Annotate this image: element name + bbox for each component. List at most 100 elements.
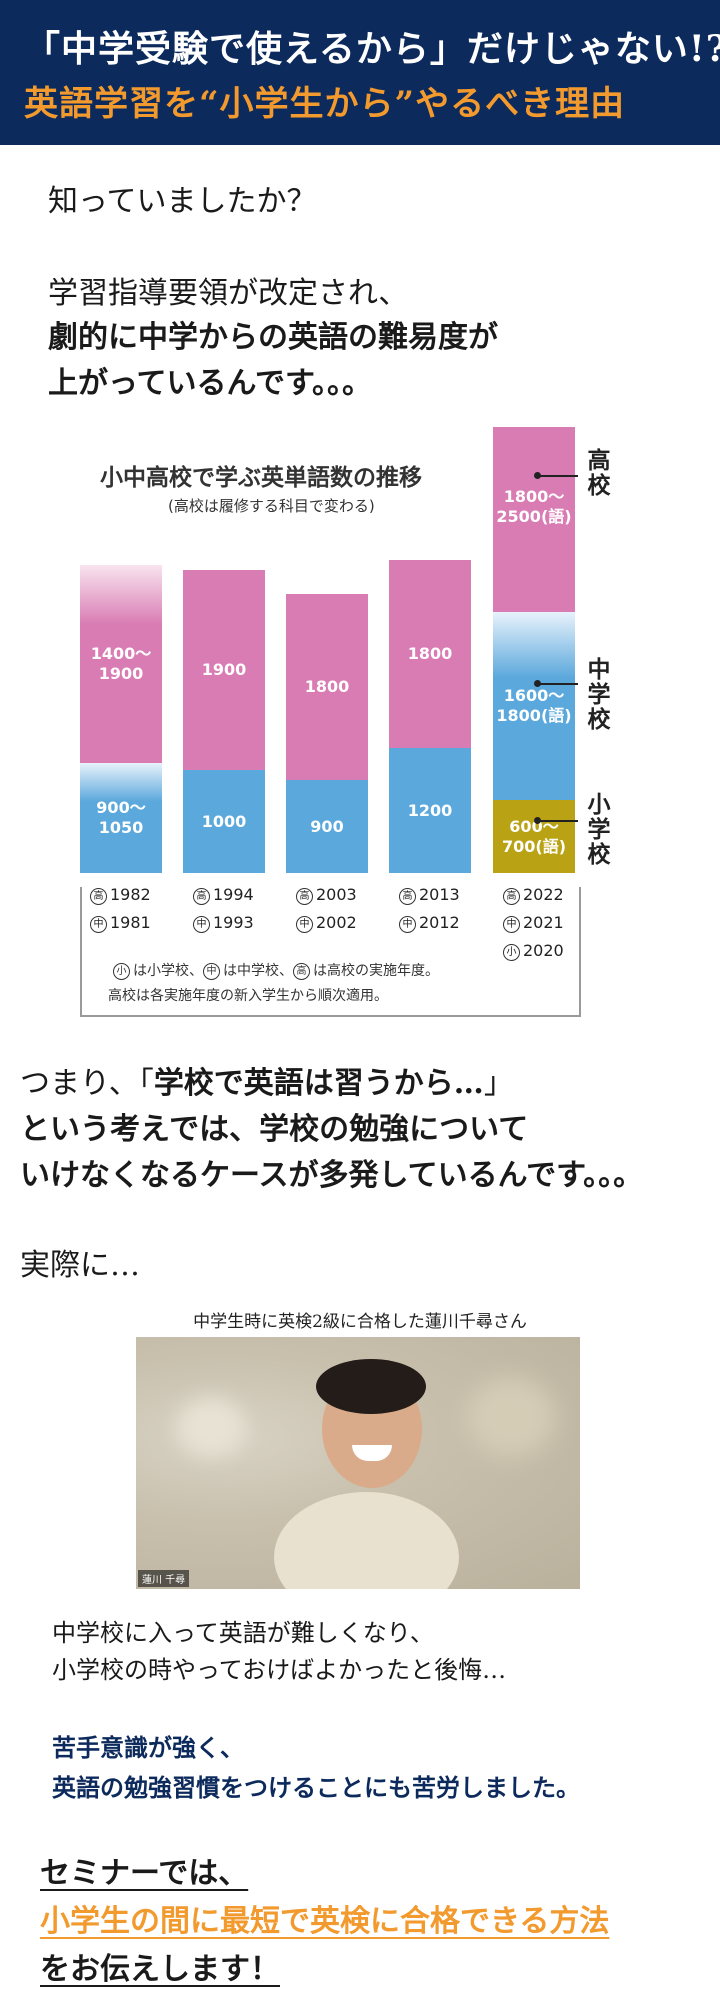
year-marker-mid: 中 xyxy=(503,916,520,933)
testimonial-line-4: 英語の勉強習慣をつけることにも苦労しました。 xyxy=(52,1773,580,1802)
chart-note-2: 高校は各実施年度の新入学生から順次適用。 xyxy=(108,988,388,1004)
note-text-a: は小学校、 xyxy=(133,963,203,979)
bar-3-segment-2-label: 1800 xyxy=(304,677,350,696)
student-photo: 蓮川 千尋 xyxy=(136,1337,580,1589)
year-marker-high: 高 xyxy=(193,888,210,905)
chart-year-frame xyxy=(80,887,581,1017)
bg-blur-1 xyxy=(176,1397,246,1457)
note-text-c: は高校の実施年度。 xyxy=(313,963,439,979)
bg-blur-2 xyxy=(466,1377,556,1457)
bar-1-year-high: 高 1982 xyxy=(90,885,151,905)
year-marker-high: 高 xyxy=(399,888,416,905)
bar-4-year-high: 高 2013 xyxy=(399,885,460,905)
year-value: 2013 xyxy=(419,885,460,904)
bar-2-year-mid: 中 1993 xyxy=(193,913,254,933)
bar-5-segment-2 xyxy=(493,612,575,800)
testimonial-line-2: 小学校の時やっておけばよかったと後悔… xyxy=(52,1656,507,1684)
video-nametag: 蓮川 千尋 xyxy=(138,1570,190,1587)
bar-3-year-high: 高 2003 xyxy=(296,885,357,905)
year-marker-high: 高 xyxy=(90,888,107,905)
bar-1-segment-1 xyxy=(80,763,162,873)
year-value: 2003 xyxy=(316,885,357,904)
bar-5-year-elem: 小 2020 xyxy=(503,941,564,961)
intro-line-1: 学習指導要領が改定され、 xyxy=(48,276,409,311)
year-value: 2021 xyxy=(523,913,564,932)
bar-5-segment-2-label: 1600〜 1800(語) xyxy=(496,686,572,725)
level-marker-mid-line xyxy=(538,683,578,685)
year-value: 1994 xyxy=(213,885,254,904)
seminar-line-2: 小学生の間に最短で英検に合格できる方法 xyxy=(40,1904,610,1939)
year-value: 2012 xyxy=(419,913,460,932)
seminar-line-3: をお伝えします！ xyxy=(40,1952,280,1987)
year-value: 2022 xyxy=(523,885,564,904)
year-marker-mid: 中 xyxy=(296,916,313,933)
intro-line-3: 上がっているんです。。。 xyxy=(48,366,372,401)
bar-2-year-high: 高 1994 xyxy=(193,885,254,905)
level-label-mid: 中学校 xyxy=(587,657,611,733)
bar-2-segment-2-label: 1900 xyxy=(201,660,247,679)
bar-3-segment-1-label: 900 xyxy=(310,816,344,836)
year-marker-elem: 小 xyxy=(503,944,520,961)
actual-label: 実際に… xyxy=(20,1248,140,1283)
bar-1-segment-2-label: 1400〜 1900 xyxy=(90,644,152,683)
year-value: 2020 xyxy=(523,941,564,960)
bar-5-segment-3-label: 1800〜 2500(語) xyxy=(496,487,572,526)
bar-5-segment-1 xyxy=(493,800,575,873)
bar-3-year-mid: 中 2002 xyxy=(296,913,357,933)
note-high-marker: 高 xyxy=(293,963,310,980)
year-marker-high: 高 xyxy=(296,888,313,905)
year-value: 1982 xyxy=(110,885,151,904)
word-count-chart: 小中高校で学ぶ英単語数の推移 (高校は履修する科目で変わる) 900〜 1050… xyxy=(75,425,655,1025)
section2-line-1b: 学校で英語は習うから… xyxy=(153,1066,484,1101)
level-marker-elem xyxy=(534,817,541,824)
level-label-elem: 小学校 xyxy=(587,792,611,868)
bar-4-year-mid: 中 2012 xyxy=(399,913,460,933)
chart-note-1: 小は小学校、中は中学校、高は高校の実施年度。 xyxy=(113,960,439,980)
chart-title: 小中高校で学ぶ英単語数の推移 xyxy=(100,465,422,491)
section2-line-1c: 」 xyxy=(483,1066,514,1101)
testimonial-line-3: 苦手意識が強く、 xyxy=(52,1733,244,1762)
level-marker-high-line xyxy=(538,475,578,477)
shirt xyxy=(274,1492,459,1589)
level-marker-elem-line xyxy=(538,820,578,822)
bar-5-year-mid: 中 2021 xyxy=(503,913,564,933)
level-marker-mid xyxy=(534,680,541,687)
bar-2-segment-2 xyxy=(183,570,265,770)
section2-line-2: という考えでは、学校の勉強について xyxy=(20,1112,529,1147)
bar-2-segment-1-label: 1000 xyxy=(201,811,247,831)
intro-question: 知っていましたか？ xyxy=(48,184,317,219)
testimonial-line-1: 中学校に入って英語が難しくなり、 xyxy=(52,1619,434,1647)
note-mid-marker: 中 xyxy=(203,963,220,980)
year-marker-mid: 中 xyxy=(399,916,416,933)
bar-1-segment-2 xyxy=(80,565,162,763)
hair xyxy=(316,1359,426,1414)
level-label-high: 高校 xyxy=(587,448,611,499)
bar-4-segment-1 xyxy=(389,748,471,873)
bar-1-segment-1-label: 900〜 1050 xyxy=(96,798,146,837)
chart-subtitle: (高校は履修する科目で変わる) xyxy=(168,497,375,515)
smile xyxy=(352,1445,392,1461)
bar-2-segment-1 xyxy=(183,770,265,873)
note-elem-marker: 小 xyxy=(113,963,130,980)
year-marker-mid: 中 xyxy=(193,916,210,933)
bar-1-year-mid: 中 1981 xyxy=(90,913,151,933)
section2-line-3: いけなくなるケースが多発しているんです。。。 xyxy=(20,1158,644,1193)
bar-4-segment-1-label: 1200 xyxy=(407,800,453,820)
section2-line-1: つまり、「学校で英語は習うから…」 xyxy=(20,1058,514,1102)
section2-line-1a: つまり、「 xyxy=(20,1066,154,1101)
bar-4-segment-2 xyxy=(389,560,471,748)
year-marker-high: 高 xyxy=(503,888,520,905)
bar-4-segment-2-label: 1800 xyxy=(407,644,453,663)
photo-caption: 中学生時に英検2級に合格した蓮川千尋さん xyxy=(193,1312,527,1332)
bar-5-year-high: 高 2022 xyxy=(503,885,564,905)
year-marker-mid: 中 xyxy=(90,916,107,933)
header-title: 「中学受験で使えるから」だけじゃない!? xyxy=(24,28,720,70)
header-banner: 「中学受験で使えるから」だけじゃない!? 英語学習を“小学生から”やるべき理由 xyxy=(0,0,720,145)
note-text-b: は中学校、 xyxy=(223,963,293,979)
bar-3-segment-2 xyxy=(286,594,368,780)
header-subtitle: 英語学習を“小学生から”やるべき理由 xyxy=(24,84,626,124)
bar-5-segment-3 xyxy=(493,427,575,612)
bar-3-segment-1 xyxy=(286,780,368,873)
level-marker-high xyxy=(534,472,541,479)
seminar-line-1: セミナーでは、 xyxy=(40,1856,249,1891)
